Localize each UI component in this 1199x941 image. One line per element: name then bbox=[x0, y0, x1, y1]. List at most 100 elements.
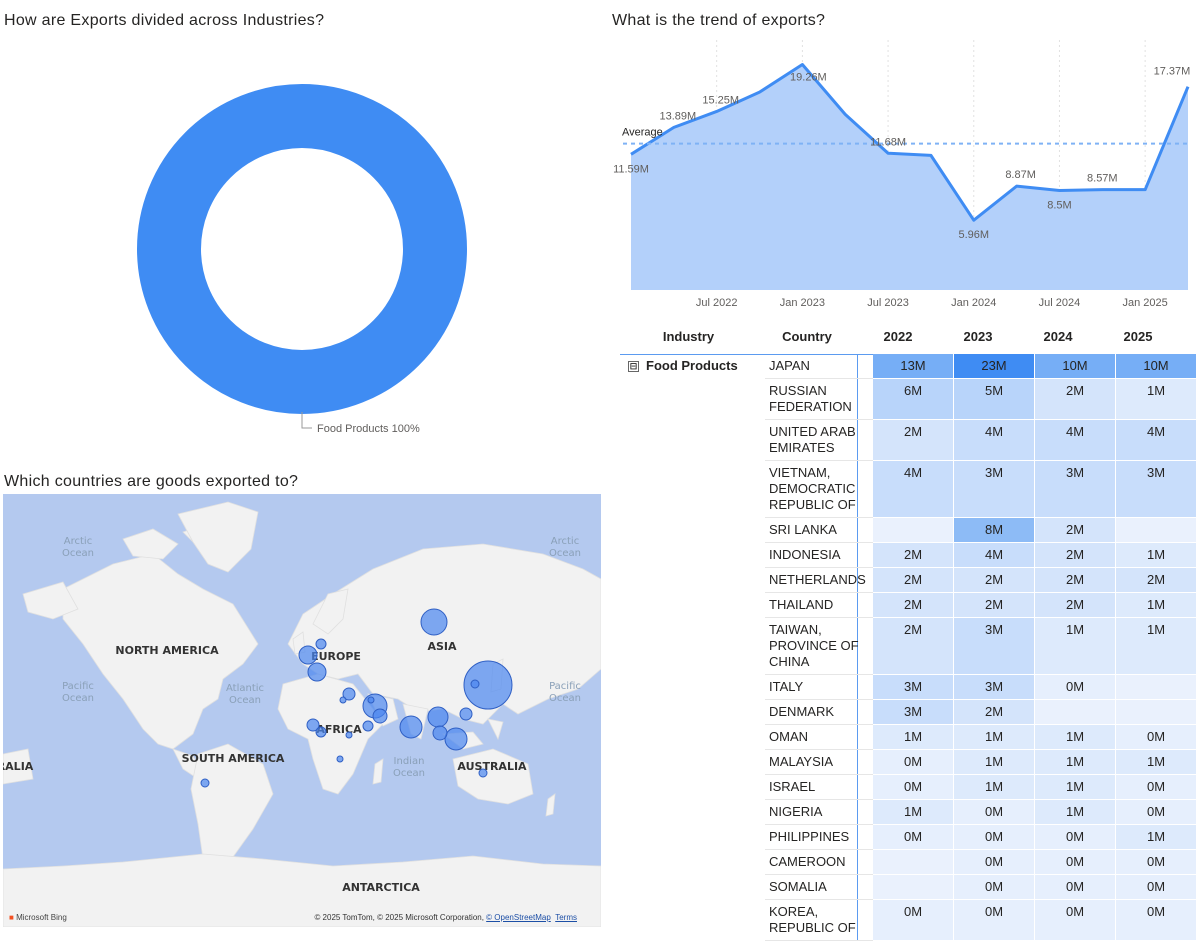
value-cell-2022[interactable]: 0M bbox=[873, 824, 954, 850]
bubble-netherlands[interactable] bbox=[298, 645, 318, 665]
value-cell-2023[interactable]: 0M bbox=[953, 824, 1035, 850]
value-cell-2025[interactable]: 2M bbox=[1115, 567, 1197, 593]
value-cell-2025[interactable]: 4M bbox=[1115, 419, 1197, 461]
value-cell-2022[interactable]: 0M bbox=[873, 749, 954, 775]
table-row[interactable]: TAIWAN, PROVINCE OF CHINA 2M 3M 1M 1M bbox=[620, 617, 1197, 675]
bubble-italy[interactable] bbox=[307, 662, 327, 682]
table-row[interactable]: VIETNAM, DEMOCRATIC REPUBLIC OF 4M 3M 3M 3M bbox=[620, 460, 1197, 518]
value-cell-2025[interactable]: 0M bbox=[1115, 899, 1197, 941]
bubble-israel[interactable] bbox=[342, 687, 356, 701]
bubble-chile[interactable] bbox=[200, 778, 210, 788]
header-2022[interactable]: 2022 bbox=[883, 329, 913, 344]
bubble-middle-east[interactable] bbox=[339, 696, 347, 704]
value-cell-2024[interactable]: 1M bbox=[1034, 774, 1116, 800]
table-row[interactable]: UNITED ARAB EMIRATES 2M 4M 4M 4M bbox=[620, 419, 1197, 461]
bubble-korea[interactable] bbox=[470, 679, 480, 689]
value-cell-2024[interactable]: 2M bbox=[1034, 517, 1116, 543]
table-row[interactable]: ⊟ Food Products JAPAN 13M 23M 10M 10M bbox=[620, 354, 1197, 379]
map-visual[interactable]: Arctic Ocean Arctic Ocean Pacific Ocean … bbox=[3, 494, 601, 927]
value-cell-2023[interactable]: 4M bbox=[953, 542, 1035, 568]
value-cell-2024[interactable]: 0M bbox=[1034, 824, 1116, 850]
table-row[interactable]: KOREA, REPUBLIC OF 0M 0M 0M 0M bbox=[620, 899, 1197, 941]
value-cell-2022[interactable]: 3M bbox=[873, 674, 954, 700]
value-cell-2022[interactable]: 2M bbox=[873, 419, 954, 461]
value-cell-2023[interactable]: 3M bbox=[953, 617, 1035, 675]
value-cell-2025[interactable]: 1M bbox=[1115, 378, 1197, 420]
table-row[interactable]: DENMARK 3M 2M bbox=[620, 699, 1197, 725]
value-cell-2024[interactable]: 0M bbox=[1034, 849, 1116, 875]
value-cell-2024[interactable]: 2M bbox=[1034, 378, 1116, 420]
world-map[interactable]: Arctic Ocean Arctic Ocean Pacific Ocean … bbox=[3, 494, 601, 927]
value-cell-2025[interactable]: 0M bbox=[1115, 874, 1197, 900]
value-cell-2022[interactable] bbox=[873, 849, 954, 875]
bubble-somalia[interactable] bbox=[362, 720, 374, 732]
value-cell-2023[interactable]: 4M bbox=[953, 419, 1035, 461]
bubble-oman[interactable] bbox=[372, 708, 388, 724]
table-row[interactable]: NETHERLANDS 2M 2M 2M 2M bbox=[620, 567, 1197, 593]
bubble-indonesia[interactable] bbox=[444, 727, 468, 751]
value-cell-2023[interactable]: 23M bbox=[953, 354, 1035, 379]
donut-slice-food-products[interactable] bbox=[137, 84, 467, 414]
bubble-vietnam[interactable] bbox=[432, 725, 448, 741]
value-cell-2025[interactable]: 0M bbox=[1115, 849, 1197, 875]
bubble-africa-south[interactable] bbox=[336, 755, 344, 763]
value-cell-2025[interactable]: 3M bbox=[1115, 460, 1197, 518]
value-cell-2025[interactable]: 0M bbox=[1115, 724, 1197, 750]
value-cell-2022[interactable] bbox=[873, 517, 954, 543]
value-cell-2023[interactable]: 1M bbox=[953, 724, 1035, 750]
table-row[interactable]: NIGERIA 1M 0M 1M 0M bbox=[620, 799, 1197, 825]
value-cell-2025[interactable]: 0M bbox=[1115, 799, 1197, 825]
value-cell-2025[interactable]: 1M bbox=[1115, 592, 1197, 618]
value-cell-2025[interactable]: 1M bbox=[1115, 617, 1197, 675]
collapse-icon[interactable]: ⊟ bbox=[628, 361, 639, 372]
value-cell-2024[interactable]: 0M bbox=[1034, 674, 1116, 700]
value-cell-2022[interactable]: 3M bbox=[873, 699, 954, 725]
value-cell-2023[interactable]: 5M bbox=[953, 378, 1035, 420]
value-cell-2022[interactable]: 2M bbox=[873, 567, 954, 593]
value-cell-2024[interactable]: 1M bbox=[1034, 724, 1116, 750]
value-cell-2024[interactable]: 4M bbox=[1034, 419, 1116, 461]
table-row[interactable]: THAILAND 2M 2M 2M 1M bbox=[620, 592, 1197, 618]
value-cell-2022[interactable] bbox=[873, 874, 954, 900]
value-cell-2023[interactable]: 2M bbox=[953, 567, 1035, 593]
value-cell-2025[interactable]: 10M bbox=[1115, 354, 1197, 379]
value-cell-2024[interactable]: 10M bbox=[1034, 354, 1116, 379]
value-cell-2024[interactable]: 1M bbox=[1034, 799, 1116, 825]
header-2025[interactable]: 2025 bbox=[1123, 329, 1153, 344]
bubble-gulf[interactable] bbox=[367, 696, 375, 704]
value-cell-2022[interactable]: 0M bbox=[873, 774, 954, 800]
value-cell-2023[interactable]: 1M bbox=[953, 774, 1035, 800]
table-row[interactable]: ITALY 3M 3M 0M bbox=[620, 674, 1197, 700]
bubble-denmark[interactable] bbox=[315, 638, 327, 650]
bubble-taiwan[interactable] bbox=[459, 707, 473, 721]
value-cell-2025[interactable] bbox=[1115, 699, 1197, 725]
donut-visual[interactable]: How are Exports divided across Industrie… bbox=[0, 0, 600, 460]
value-cell-2022[interactable]: 1M bbox=[873, 799, 954, 825]
header-industry[interactable]: Industry bbox=[662, 329, 715, 344]
table-row[interactable]: PHILIPPINES 0M 0M 0M 1M bbox=[620, 824, 1197, 850]
bubble-russian-federation[interactable] bbox=[420, 608, 448, 636]
value-cell-2023[interactable]: 0M bbox=[953, 874, 1035, 900]
value-cell-2025[interactable]: 1M bbox=[1115, 542, 1197, 568]
openstreetmap-link[interactable]: © OpenStreetMap bbox=[486, 913, 551, 922]
value-cell-2023[interactable]: 2M bbox=[953, 699, 1035, 725]
value-cell-2023[interactable]: 1M bbox=[953, 749, 1035, 775]
value-cell-2023[interactable]: 0M bbox=[953, 799, 1035, 825]
header-2024[interactable]: 2024 bbox=[1043, 329, 1073, 344]
bubble-nigeria[interactable] bbox=[306, 718, 320, 732]
header-2023[interactable]: 2023 bbox=[963, 329, 993, 344]
value-cell-2023[interactable]: 3M bbox=[953, 460, 1035, 518]
bubble-australia[interactable] bbox=[478, 768, 488, 778]
value-cell-2023[interactable]: 8M bbox=[953, 517, 1035, 543]
value-cell-2024[interactable]: 2M bbox=[1034, 592, 1116, 618]
value-cell-2022[interactable]: 2M bbox=[873, 617, 954, 675]
trend-area-chart[interactable]: Average 11.59M 13.89M 15.25M 19.26M 11.68M 5.9… bbox=[610, 0, 1199, 320]
value-cell-2023[interactable]: 0M bbox=[953, 899, 1035, 941]
table-row[interactable]: ISRAEL 0M 1M 1M 0M bbox=[620, 774, 1197, 800]
value-cell-2023[interactable]: 3M bbox=[953, 674, 1035, 700]
value-cell-2022[interactable]: 2M bbox=[873, 542, 954, 568]
table-row[interactable]: MALAYSIA 0M 1M 1M 1M bbox=[620, 749, 1197, 775]
value-cell-2024[interactable]: 0M bbox=[1034, 899, 1116, 941]
value-cell-2023[interactable]: 0M bbox=[953, 849, 1035, 875]
value-cell-2025[interactable]: 0M bbox=[1115, 774, 1197, 800]
